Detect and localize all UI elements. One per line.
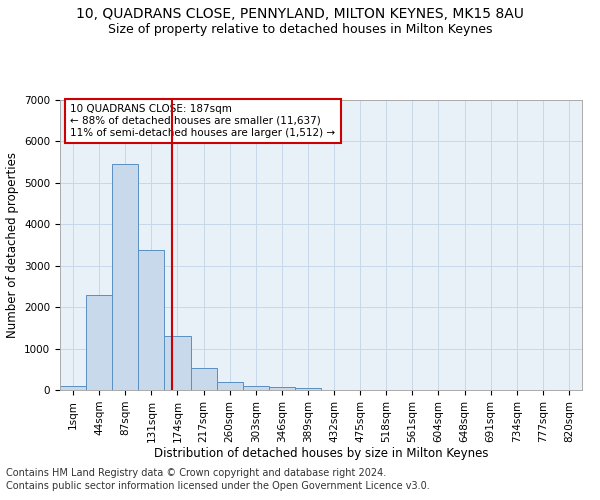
Bar	[86, 294, 112, 390]
Bar	[191, 368, 217, 390]
Y-axis label: Number of detached properties: Number of detached properties	[5, 152, 19, 338]
Bar	[269, 386, 295, 390]
Bar	[217, 382, 243, 390]
Bar	[112, 164, 139, 390]
Text: Size of property relative to detached houses in Milton Keynes: Size of property relative to detached ho…	[108, 22, 492, 36]
Bar	[164, 336, 191, 390]
Bar	[60, 386, 86, 390]
Bar	[243, 386, 269, 390]
Text: Contains HM Land Registry data © Crown copyright and database right 2024.: Contains HM Land Registry data © Crown c…	[6, 468, 386, 477]
Bar	[295, 388, 321, 390]
Text: Contains public sector information licensed under the Open Government Licence v3: Contains public sector information licen…	[6, 481, 430, 491]
Text: 10 QUADRANS CLOSE: 187sqm
← 88% of detached houses are smaller (11,637)
11% of s: 10 QUADRANS CLOSE: 187sqm ← 88% of detac…	[70, 104, 335, 138]
Text: 10, QUADRANS CLOSE, PENNYLAND, MILTON KEYNES, MK15 8AU: 10, QUADRANS CLOSE, PENNYLAND, MILTON KE…	[76, 8, 524, 22]
Bar	[139, 250, 164, 390]
Text: Distribution of detached houses by size in Milton Keynes: Distribution of detached houses by size …	[154, 448, 488, 460]
